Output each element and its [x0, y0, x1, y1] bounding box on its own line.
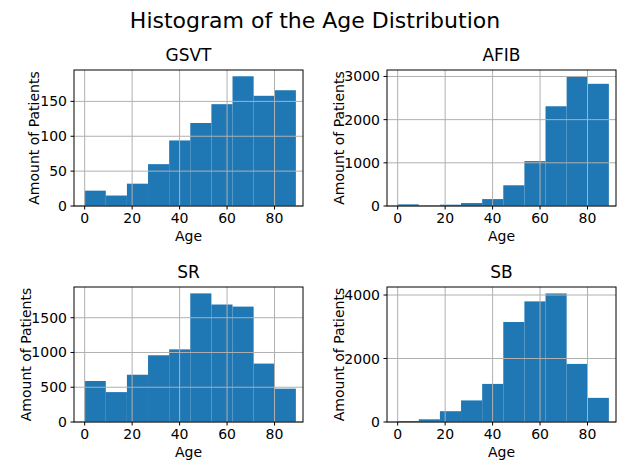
x-tick-label: 40 — [484, 426, 502, 442]
histogram-bar — [106, 392, 127, 422]
x-tick-label: 60 — [218, 210, 236, 226]
subplot-afib: 0 20 40 60 80 0 1000 2000 3000 AFIB Age Amount of P… — [331, 45, 616, 244]
x-tick-label: 20 — [123, 210, 141, 226]
histogram-bar — [190, 123, 211, 206]
x-tick-label: 80 — [266, 426, 284, 442]
x-tick-label: 0 — [80, 426, 89, 442]
histogram-bar — [211, 104, 232, 206]
histogram-bar — [190, 293, 211, 422]
figure: Histogram of the Age Distribution 020406… — [0, 0, 630, 475]
histogram-bar — [588, 398, 609, 422]
histogram-bar — [461, 400, 482, 422]
subplot-title: SB — [490, 262, 512, 282]
histogram-bar — [503, 322, 524, 422]
histogram-bar — [524, 161, 545, 206]
y-axis-label: Amount of Patients — [331, 71, 347, 204]
y-tick-label: 2000 — [344, 112, 380, 128]
y-axis-label: Amount of Patients — [18, 288, 34, 421]
x-axis-label: Age — [488, 444, 515, 460]
y-tick-label: 150 — [40, 93, 67, 109]
histogram-bar — [440, 411, 461, 422]
histogram-bar — [254, 96, 275, 206]
histogram-bar — [588, 84, 609, 206]
y-tick-label: 500 — [40, 379, 67, 395]
subplot-title: SR — [177, 262, 200, 282]
y-tick-label: 2000 — [344, 351, 380, 367]
y-tick-label: 50 — [49, 163, 67, 179]
y-tick-label: 0 — [58, 198, 67, 214]
y-tick-label: 1000 — [344, 155, 380, 171]
x-tick-label: 20 — [123, 426, 141, 442]
y-tick-label: 4000 — [344, 287, 380, 303]
x-axis-label: Age — [175, 444, 202, 460]
y-axis-label: Amount of Patients — [26, 71, 42, 204]
histogram-bar — [106, 196, 127, 206]
y-tick-label: 0 — [371, 198, 380, 214]
subplot-title: GSVT — [166, 45, 213, 65]
bars — [85, 293, 296, 422]
bars — [85, 76, 296, 206]
histogram-bar — [546, 293, 567, 422]
y-tick-label: 100 — [40, 128, 67, 144]
x-tick-label: 0 — [80, 210, 89, 226]
histogram-bar — [546, 106, 567, 206]
histogram-bar — [148, 164, 169, 206]
histogram-bar — [233, 76, 254, 206]
x-tick-label: 40 — [171, 210, 189, 226]
figure-canvas: 0 20 40 60 80 0 50 100 150 GSVT Age Amount of Patie… — [0, 0, 630, 475]
x-tick-label: 40 — [171, 426, 189, 442]
subplot-sb: 0 20 40 60 80 0 2000 4000 SB Age Amount of Patient… — [331, 262, 616, 460]
y-tick-label: 0 — [371, 414, 380, 430]
histogram-bar — [254, 364, 275, 422]
histogram-bar — [127, 184, 148, 206]
x-tick-label: 20 — [436, 426, 454, 442]
bars — [398, 293, 609, 422]
histogram-bar — [524, 301, 545, 422]
histogram-bar — [233, 307, 254, 422]
histogram-bar — [503, 185, 524, 206]
histogram-bar — [148, 355, 169, 422]
histogram-bar — [275, 90, 296, 206]
x-tick-label: 80 — [266, 210, 284, 226]
y-tick-label: 1000 — [31, 344, 67, 360]
x-tick-label: 80 — [579, 426, 597, 442]
subplot-sr: 0 20 40 60 80 0 500 1000 1500 SR Age Amount of Pati… — [18, 262, 303, 460]
y-tick-label: 3000 — [344, 68, 380, 84]
histogram-bar — [211, 305, 232, 422]
histogram-bar — [85, 191, 106, 206]
histogram-bar — [567, 76, 588, 206]
bars — [398, 76, 609, 206]
x-tick-label: 0 — [393, 210, 402, 226]
subplot-title: AFIB — [482, 45, 520, 65]
histogram-bar — [275, 389, 296, 422]
y-axis-label: Amount of Patients — [331, 288, 347, 421]
x-tick-label: 60 — [531, 426, 549, 442]
x-tick-label: 60 — [218, 426, 236, 442]
x-axis-label: Age — [175, 228, 202, 244]
y-tick-label: 0 — [58, 414, 67, 430]
x-tick-label: 0 — [393, 426, 402, 442]
x-tick-label: 40 — [484, 210, 502, 226]
x-axis-label: Age — [488, 228, 515, 244]
histogram-bar — [567, 364, 588, 422]
x-tick-label: 20 — [436, 210, 454, 226]
y-tick-label: 1500 — [31, 310, 67, 326]
histogram-bar — [127, 375, 148, 422]
subplot-gsvt: 0 20 40 60 80 0 50 100 150 GSVT Age Amount of Patie… — [26, 45, 303, 244]
x-tick-label: 80 — [579, 210, 597, 226]
x-tick-label: 60 — [531, 210, 549, 226]
